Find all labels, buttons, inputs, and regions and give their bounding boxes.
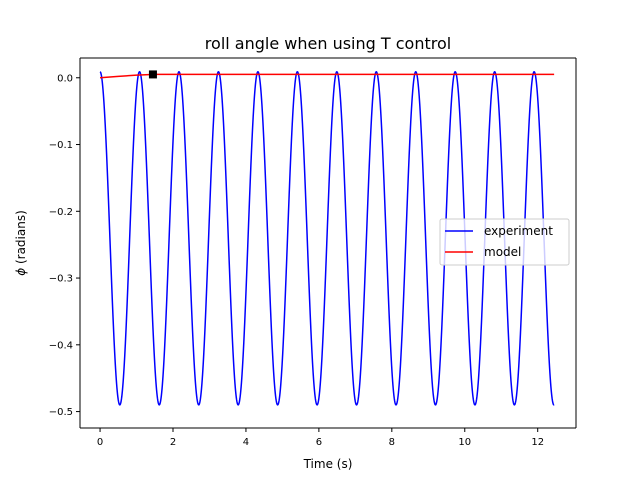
series-line-experiment <box>99 71 555 406</box>
x-axis-label: Time (s) <box>303 457 353 471</box>
legend-label-model: model <box>484 245 521 259</box>
chart-title: roll angle when using T control <box>205 34 451 53</box>
legend: experiment model <box>439 218 570 266</box>
x-tick-label: 10 <box>458 437 471 448</box>
legend-label-experiment: experiment <box>484 224 553 238</box>
y-tick-label: −0.4 <box>49 340 73 351</box>
series-layer <box>99 71 555 406</box>
y-axis-ticks: 0.0 −0.1 −0.2 −0.3 −0.4 −0.5 <box>49 73 80 418</box>
x-tick-label: 6 <box>316 437 322 448</box>
x-tick-label: 4 <box>243 437 249 448</box>
y-axis-unit: (radians) <box>14 210 28 268</box>
marker-layer <box>148 70 157 79</box>
x-axis-ticks: 0 2 4 6 8 10 12 <box>97 428 544 448</box>
y-tick-label: −0.2 <box>49 207 73 218</box>
y-axis-label: ϕ (radians) <box>14 210 28 276</box>
x-tick-label: 8 <box>389 437 395 448</box>
axes-frame <box>79 57 577 429</box>
square-marker <box>148 70 157 79</box>
y-axis-symbol: ϕ <box>14 268 28 276</box>
y-tick-label: −0.3 <box>49 274 73 285</box>
y-tick-label: −0.1 <box>49 140 73 151</box>
series-line-model <box>100 73 555 79</box>
x-tick-label: 12 <box>531 437 544 448</box>
x-tick-label: 2 <box>170 437 176 448</box>
x-tick-label: 0 <box>97 437 103 448</box>
y-tick-label: −0.5 <box>49 407 73 418</box>
y-tick-label: 0.0 <box>57 73 73 84</box>
